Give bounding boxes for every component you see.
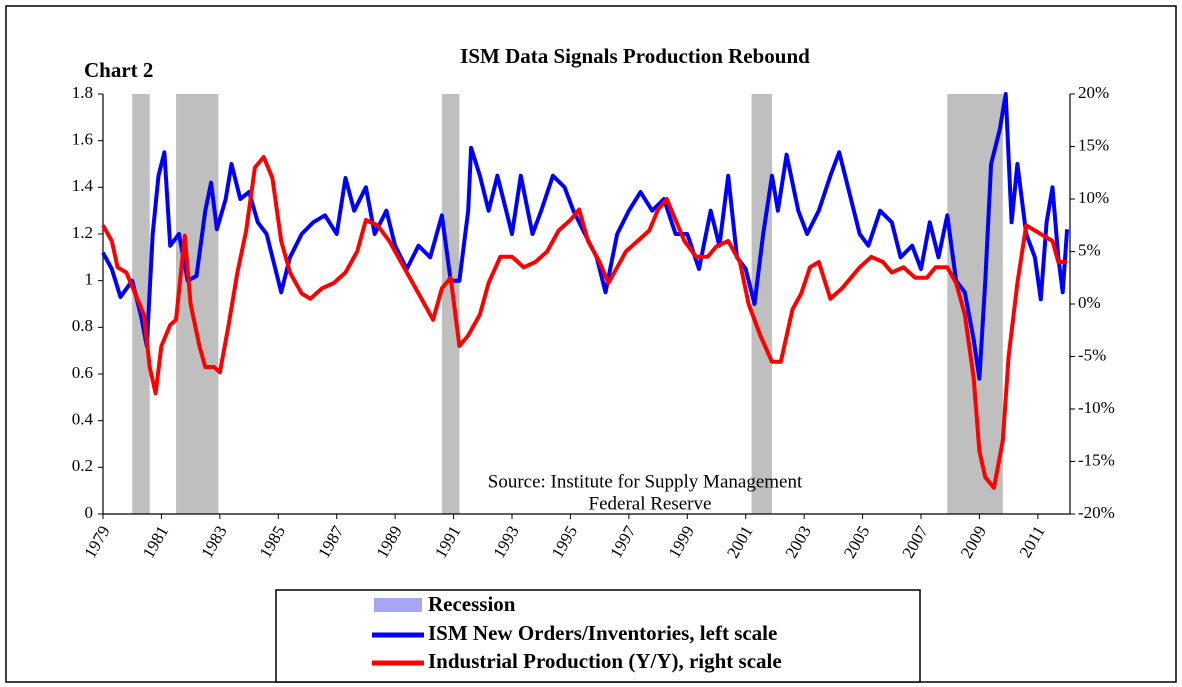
recession-band [176,94,219,514]
y2-tick-label: -10% [1078,398,1115,417]
y2-tick-label: -15% [1078,450,1115,469]
y-tick-label: 0 [85,503,94,522]
y2-tick-label: -20% [1078,503,1115,522]
y-tick-label: 1.4 [72,176,94,195]
y-tick-label: 0.8 [72,316,93,335]
source-line: Source: Institute for Supply Management [488,471,803,492]
y2-tick-label: 15% [1078,135,1109,154]
plot [98,92,1075,519]
y2-tick-label: 5% [1078,240,1101,259]
y2-tick-label: 0% [1078,293,1101,312]
y2-tick-label: -5% [1078,345,1106,364]
y-tick-label: 1.8 [72,83,93,102]
recession-band [947,94,1003,514]
legend-swatch [374,598,422,612]
y-tick-label: 0.2 [72,456,93,475]
y-tick-label: 1.6 [72,130,93,149]
legend-label: ISM New Orders/Inventories, left scale [428,621,777,645]
legend-label: Industrial Production (Y/Y), right scale [428,649,782,673]
y-tick-label: 1 [85,270,94,289]
y2-tick-label: 10% [1078,188,1109,207]
y-tick-label: 1.2 [72,223,93,242]
series-line [101,155,1068,490]
y-tick-label: 0.6 [72,363,93,382]
recession-band [441,94,460,514]
source-line: Federal Reserve [589,493,712,514]
y2-tick-label: 20% [1078,83,1109,102]
legend-label: Recession [428,592,516,616]
chart-title: ISM Data Signals Production Rebound [460,44,810,68]
chart-label: Chart 2 [84,58,153,82]
y-tick-label: 0.4 [72,410,94,429]
